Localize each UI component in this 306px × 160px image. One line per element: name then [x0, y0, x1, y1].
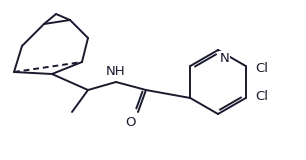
Text: Cl: Cl — [256, 61, 269, 75]
Text: O: O — [125, 116, 135, 129]
Text: Cl: Cl — [256, 89, 269, 103]
Text: N: N — [220, 52, 230, 65]
Text: NH: NH — [106, 65, 126, 78]
